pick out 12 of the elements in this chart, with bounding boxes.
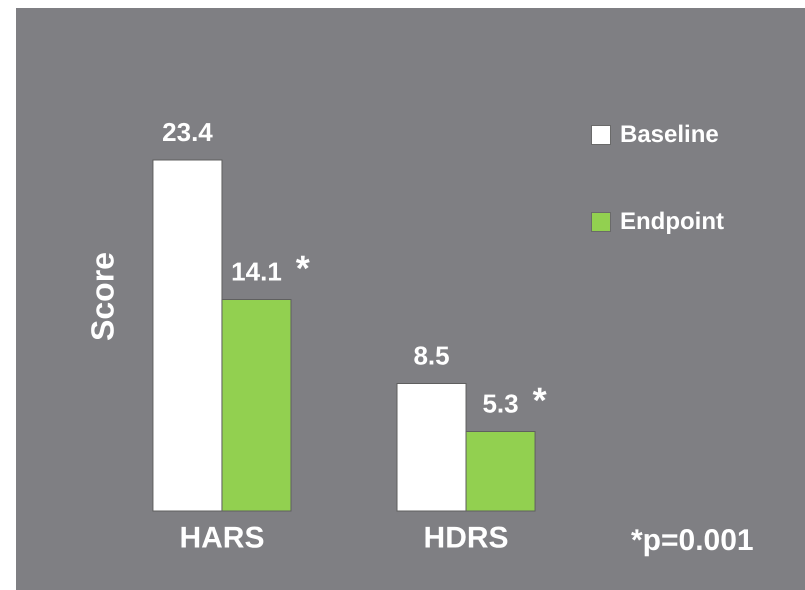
data-label: 23.4: [162, 117, 214, 147]
legend-label: Baseline: [620, 121, 719, 148]
data-label: 5.3: [482, 388, 519, 418]
x-tick-label: HARS: [179, 522, 264, 554]
y-axis-title: Score: [84, 252, 120, 341]
data-label: 14.1: [231, 256, 282, 286]
legend-label: Endpoint: [620, 208, 724, 235]
text: *p=0.001: [631, 524, 754, 557]
x-tick-label: HDRS: [424, 522, 509, 554]
annotation: *: [296, 248, 310, 288]
annotation: *: [532, 380, 547, 420]
data-label: 8.5: [413, 340, 450, 370]
